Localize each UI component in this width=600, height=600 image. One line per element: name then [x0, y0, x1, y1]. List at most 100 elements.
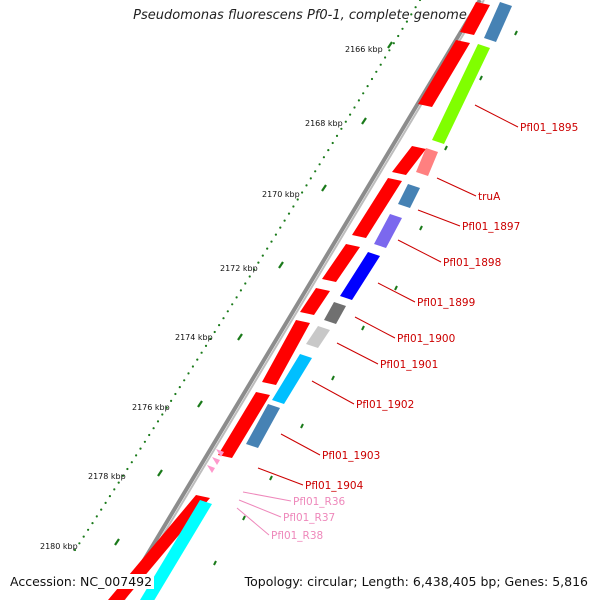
inner-tick: [331, 375, 335, 381]
cog-layer: [140, 2, 512, 600]
label-leader: [417, 209, 461, 227]
ruler-dot: [156, 420, 160, 423]
cog-feature: [246, 404, 280, 448]
gene-label: Pfl01_1901: [380, 359, 438, 371]
ruler-major-tick: [361, 117, 367, 125]
cds-segment: [322, 244, 360, 282]
cds-segment: [300, 288, 330, 315]
ruler-dot: [183, 379, 186, 382]
label-leader: [336, 342, 379, 365]
ruler-dot: [165, 406, 168, 409]
ruler-dot: [292, 205, 295, 208]
gene-label: Pfl01_1895: [520, 122, 578, 134]
ruler-dot: [244, 282, 247, 285]
label-lines: [236, 104, 519, 536]
ruler-tick-label: 2176 kbp: [132, 403, 170, 412]
ruler-dot: [187, 372, 190, 375]
ruler-dot: [388, 49, 391, 52]
ruler-dot: [209, 337, 212, 340]
ruler-dot: [226, 310, 229, 313]
label-leader: [236, 507, 270, 536]
inner-tick: [514, 30, 518, 36]
label-leader: [242, 491, 292, 502]
ruler-dot: [196, 358, 199, 361]
ruler-dot: [200, 351, 203, 354]
inner-tick: [269, 475, 273, 481]
label-leader: [474, 104, 519, 128]
gene-labels: Pfl01_1895 truA Pfl01_1897 Pfl01_1898 Pfl01_…: [271, 122, 578, 542]
cog-feature: [432, 44, 490, 144]
ruler-tick-label: 2172 kbp: [220, 264, 258, 273]
ruler-dot: [148, 433, 151, 437]
backbone-outer: [118, 0, 482, 600]
ruler-dot: [327, 149, 330, 152]
ruler-dot: [135, 454, 138, 457]
ruler-dot: [392, 42, 395, 45]
ruler-dot: [191, 365, 194, 368]
ruler-dot: [296, 198, 299, 201]
ruler-dot: [287, 212, 291, 215]
ruler-dot: [139, 447, 142, 450]
label-leader: [311, 380, 355, 405]
ruler-dot: [143, 440, 146, 443]
label-leader: [436, 177, 477, 197]
ruler-dot: [239, 289, 242, 292]
gene-label: Pfl01_R37: [283, 512, 335, 524]
ruler-tick-label: 2178 kbp: [88, 472, 126, 481]
ruler-dot: [126, 467, 129, 471]
ruler-tick-label: 2180 kbp: [40, 542, 78, 551]
ruler-dot: [384, 56, 387, 59]
inner-tick: [444, 145, 448, 151]
ruler-tick-label: 2168 kbp: [305, 119, 343, 128]
ruler-major-tick: [197, 400, 203, 408]
ruler-dot: [301, 191, 304, 194]
ruler-dot: [418, 0, 422, 2]
cog-feature: [140, 500, 212, 600]
ruler-dot: [235, 296, 238, 299]
ruler-major-tick: [237, 333, 243, 341]
ruler-dot: [91, 522, 94, 525]
cog-feature: [416, 148, 438, 176]
ruler-dot: [248, 275, 251, 278]
ruler-dot: [335, 134, 339, 137]
ruler-dot: [218, 324, 221, 327]
ruler-dot: [318, 163, 321, 166]
ruler-tick-label: 2166 kbp: [345, 45, 383, 54]
ruler-dot: [213, 330, 216, 334]
ruler-dots: [73, 0, 422, 552]
ruler-dot: [87, 528, 90, 531]
cds-segment: [418, 40, 470, 107]
cog-feature: [324, 302, 346, 324]
rna-marker: [216, 449, 224, 457]
ruler-dot: [274, 233, 277, 236]
ruler-dot: [305, 184, 308, 187]
inner-tick: [242, 515, 246, 521]
ruler-dot: [100, 508, 103, 511]
ruler-tick-label: 2174 kbp: [175, 333, 213, 342]
summary-text: Topology: circular; Length: 6,438,405 bp…: [242, 574, 590, 589]
cog-feature: [306, 326, 330, 348]
ruler-dot: [170, 399, 173, 402]
ruler-dot: [174, 392, 177, 396]
gene-label: Pfl01_1902: [356, 399, 414, 411]
ruler-tick-label: 2170 kbp: [262, 190, 300, 199]
ruler-dot: [340, 127, 343, 130]
ruler-ticks: [114, 41, 393, 546]
gene-label: truA: [478, 191, 501, 203]
cds-segment: [352, 178, 402, 238]
label-leader: [257, 467, 304, 486]
ruler-dot: [314, 170, 317, 173]
label-leader: [377, 282, 416, 303]
ruler-dot: [379, 63, 382, 66]
gene-label: Pfl01_1897: [462, 221, 520, 233]
ruler-dot: [261, 254, 264, 257]
cog-feature: [272, 354, 312, 404]
ruler-tick-labels: 2166 kbp 2168 kbp 2170 kbp 2172 kbp 2174 kbp…: [40, 45, 383, 551]
cog-feature: [374, 214, 402, 248]
ruler-dot: [161, 413, 164, 416]
ruler-dot: [405, 20, 408, 23]
ruler-dot: [108, 495, 111, 498]
label-leader: [397, 239, 442, 263]
ruler-major-tick: [114, 538, 120, 546]
ruler-dot: [349, 113, 352, 116]
